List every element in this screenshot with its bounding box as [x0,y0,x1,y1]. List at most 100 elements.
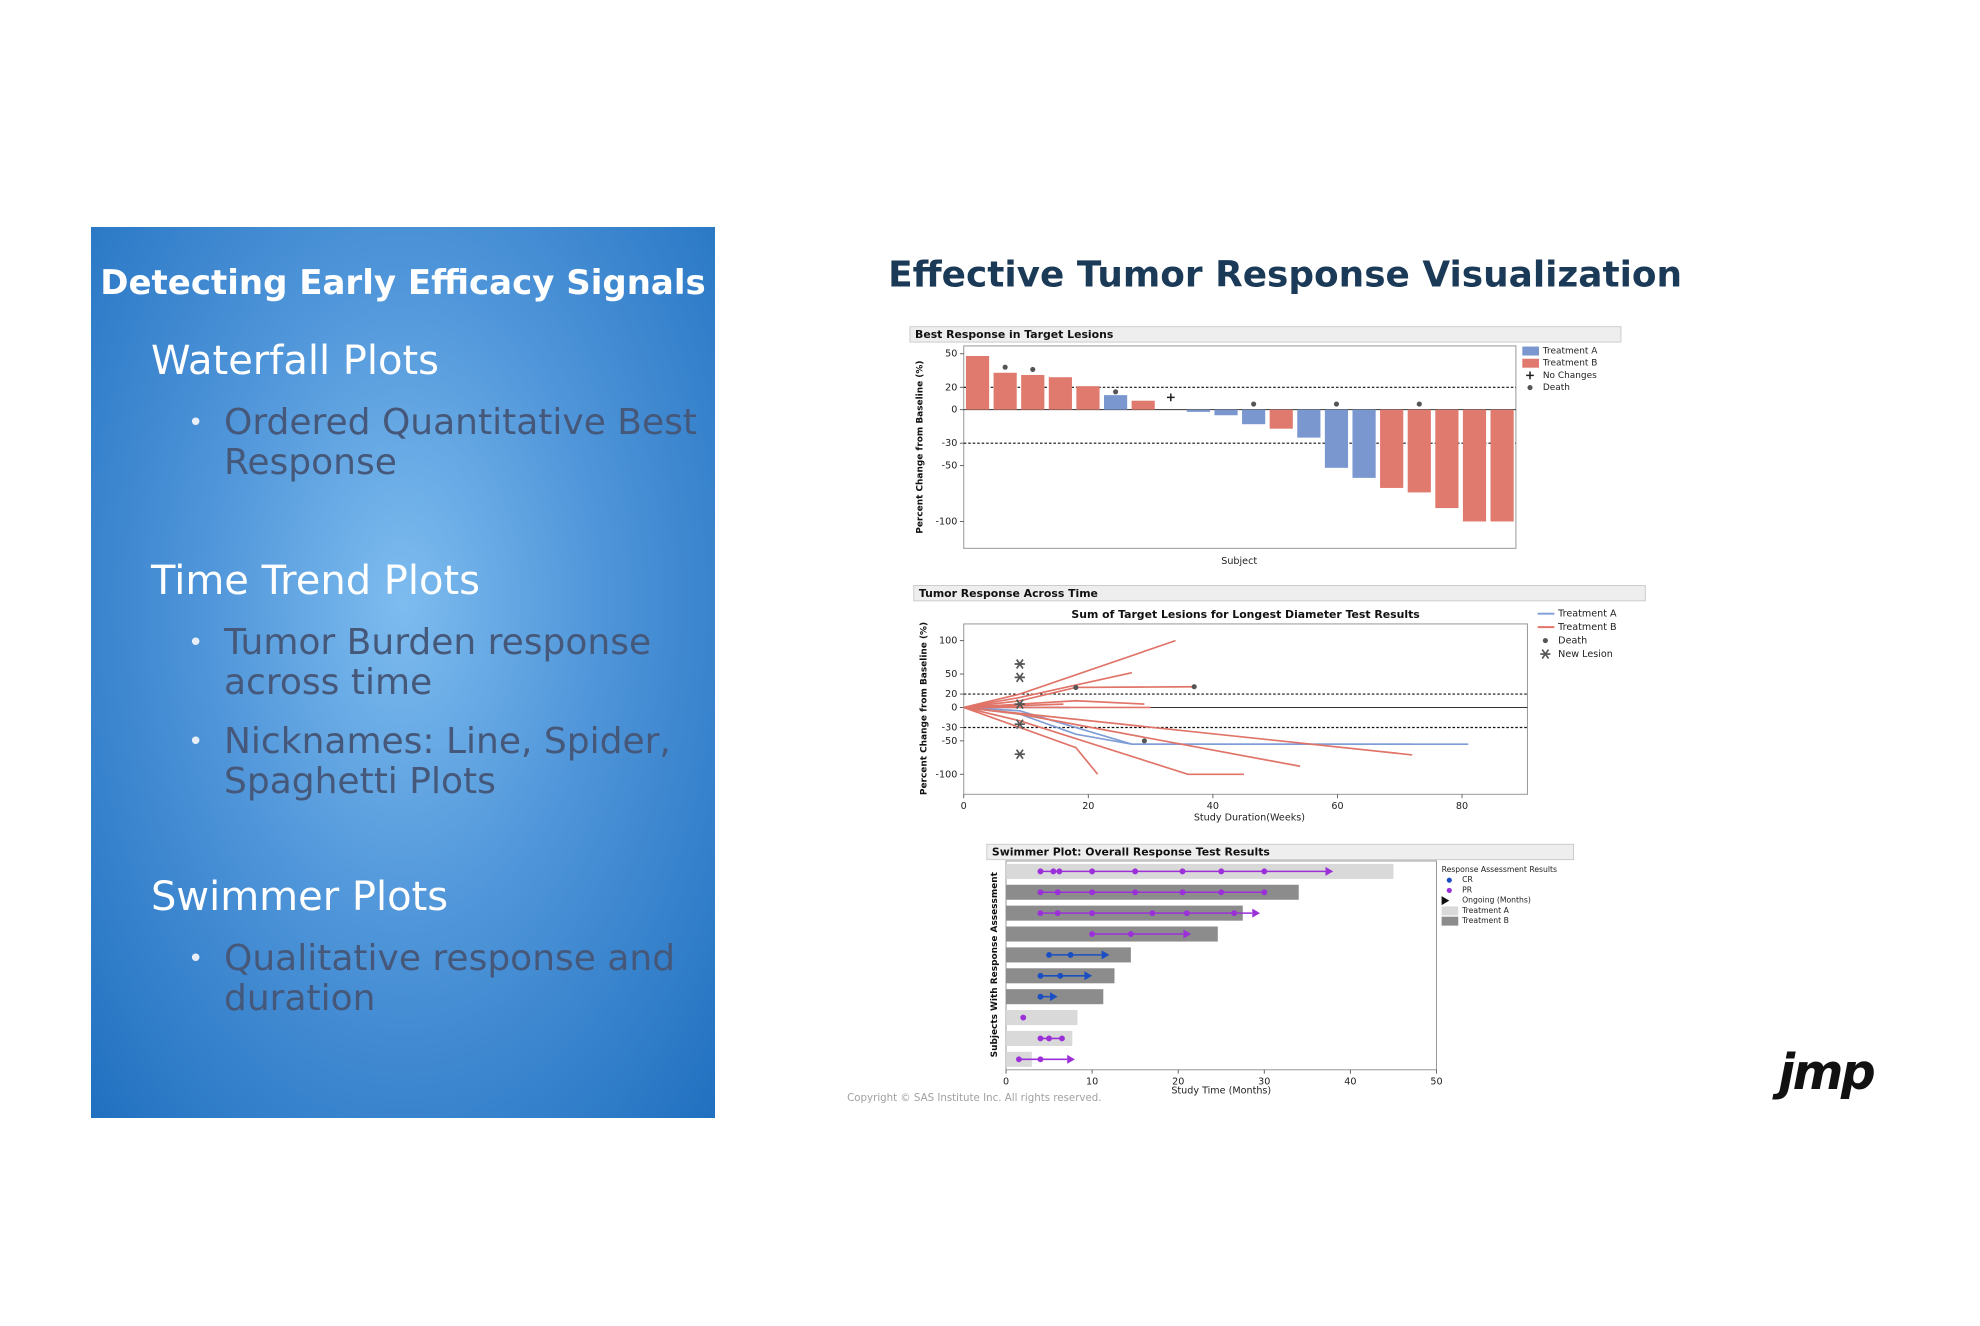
marker-dot [1218,868,1225,875]
marker-dot [1054,889,1061,896]
bullet: Tumor Burden response across time [188,623,724,703]
marker-dot [1183,910,1190,917]
bullet: Ordered Quantitative Best Response [188,403,724,483]
y-tick-label: 50 [945,669,957,680]
slide-title: Effective Tumor Response Visualization [888,255,1682,296]
chart-title: Swimmer Plot: Overall Response Test Resu… [992,846,1270,859]
legend-label: No Changes [1543,371,1597,381]
bar [1462,409,1487,522]
series-line [963,706,1099,775]
left-panel: Detecting Early Efficacy Signals Waterfa… [91,227,715,1118]
bar [1131,400,1155,410]
series-line [963,639,1176,709]
series-line [963,671,1133,709]
marker-dot [1527,384,1533,391]
marker-dot [1089,931,1096,937]
legend-label: Treatment A [1461,906,1509,915]
marker-dot [1132,868,1139,875]
marker-dot [1416,401,1422,407]
marker-dot [1113,389,1119,395]
section: Waterfall PlotsOrdered Quantitative Best… [151,337,697,483]
x-tick-label: 30 [1258,1076,1270,1087]
bar [1048,377,1072,410]
legend-label: Treatment A [1557,609,1617,620]
logo: jmp [1772,1045,1874,1101]
bar [1076,386,1100,410]
marker-dot [1333,401,1340,407]
marker-arrow [1441,896,1450,906]
legend-label: Treatment B [1557,622,1616,633]
marker-dot [1251,401,1257,407]
marker-asterisk [1540,649,1551,659]
series-line [963,706,1413,756]
marker-dot [1020,1014,1027,1021]
x-tick-label: 60 [1331,801,1343,812]
marker-dot [1037,1056,1044,1063]
x-axis-label: Study Time (Months) [1171,1085,1271,1096]
x-axis-label: Study Duration(Weeks) [1194,812,1305,823]
marker-dot [1446,887,1452,893]
x-tick-label: 20 [1172,1076,1184,1087]
legend-title: Response Assessment Results [1442,865,1557,874]
marker-dot [1037,868,1044,875]
marker-arrow [1067,1054,1075,1064]
chart-subtitle: Sum of Target Lesions for Longest Diamet… [1071,608,1419,621]
x-tick-label: 80 [1456,801,1468,812]
series-line [963,685,1195,709]
marker-dot [1057,972,1064,979]
chart-header [909,326,1622,343]
marker-dot [1037,972,1044,979]
legend-label: CR [1462,875,1473,884]
marker-dot [1132,889,1139,896]
marker-dot [1542,638,1548,644]
bar [965,355,990,410]
x-tick-label: 40 [1207,801,1219,812]
marker-dot [1073,684,1079,690]
marker-asterisk [1014,659,1025,669]
bar [1380,409,1404,488]
marker-plus [1166,393,1175,402]
legend-label: Treatment B [1542,359,1598,369]
bar [1324,409,1349,468]
marker-dot [1446,877,1452,883]
marker-plus [1526,371,1534,380]
legend-swatch [1522,358,1539,368]
bullet: Nicknames: Line, Spider, Spaghetti Plots [188,722,724,802]
section-heading: Waterfall Plots [151,338,440,384]
x-tick-label: 50 [1430,1076,1442,1087]
bar [993,372,1017,410]
bar [1407,409,1431,493]
bullet: Qualitative response and duration [188,939,724,1019]
y-tick-label: 50 [945,349,957,360]
y-tick-label: -30 [942,722,958,733]
y-tick-label: 0 [951,702,957,713]
section: Time Trend PlotsTumor Burden response ac… [151,557,691,802]
legend-label: Ongoing (Months) [1462,896,1531,905]
y-tick-label: 20 [945,689,957,700]
bar [1186,409,1211,412]
chart-title: Best Response in Target Lesions [915,328,1113,341]
marker-dot [1056,868,1063,875]
marker-arrow [1101,950,1110,960]
marker-asterisk [1014,672,1025,683]
legend-swatch [1441,916,1459,926]
marker-arrow [1049,992,1058,1002]
bar [1021,374,1045,410]
section-heading: Swimmer Plots [151,874,449,920]
marker-asterisk [1014,719,1025,730]
legend-label: Death [1543,383,1570,393]
plot-frame [963,623,1528,795]
marker-arrow [1084,971,1093,981]
bar [1006,1010,1078,1026]
series-line [963,706,1245,776]
y-tick-label: -100 [936,769,958,780]
marker-dot [1149,910,1156,917]
marker-dot [1046,951,1053,958]
marker-dot [1231,910,1238,917]
marker-dot [1037,1035,1044,1042]
marker-dot [1037,993,1044,1000]
plot-frame [963,345,1517,549]
marker-dot [1261,889,1268,896]
bar [1490,409,1514,522]
